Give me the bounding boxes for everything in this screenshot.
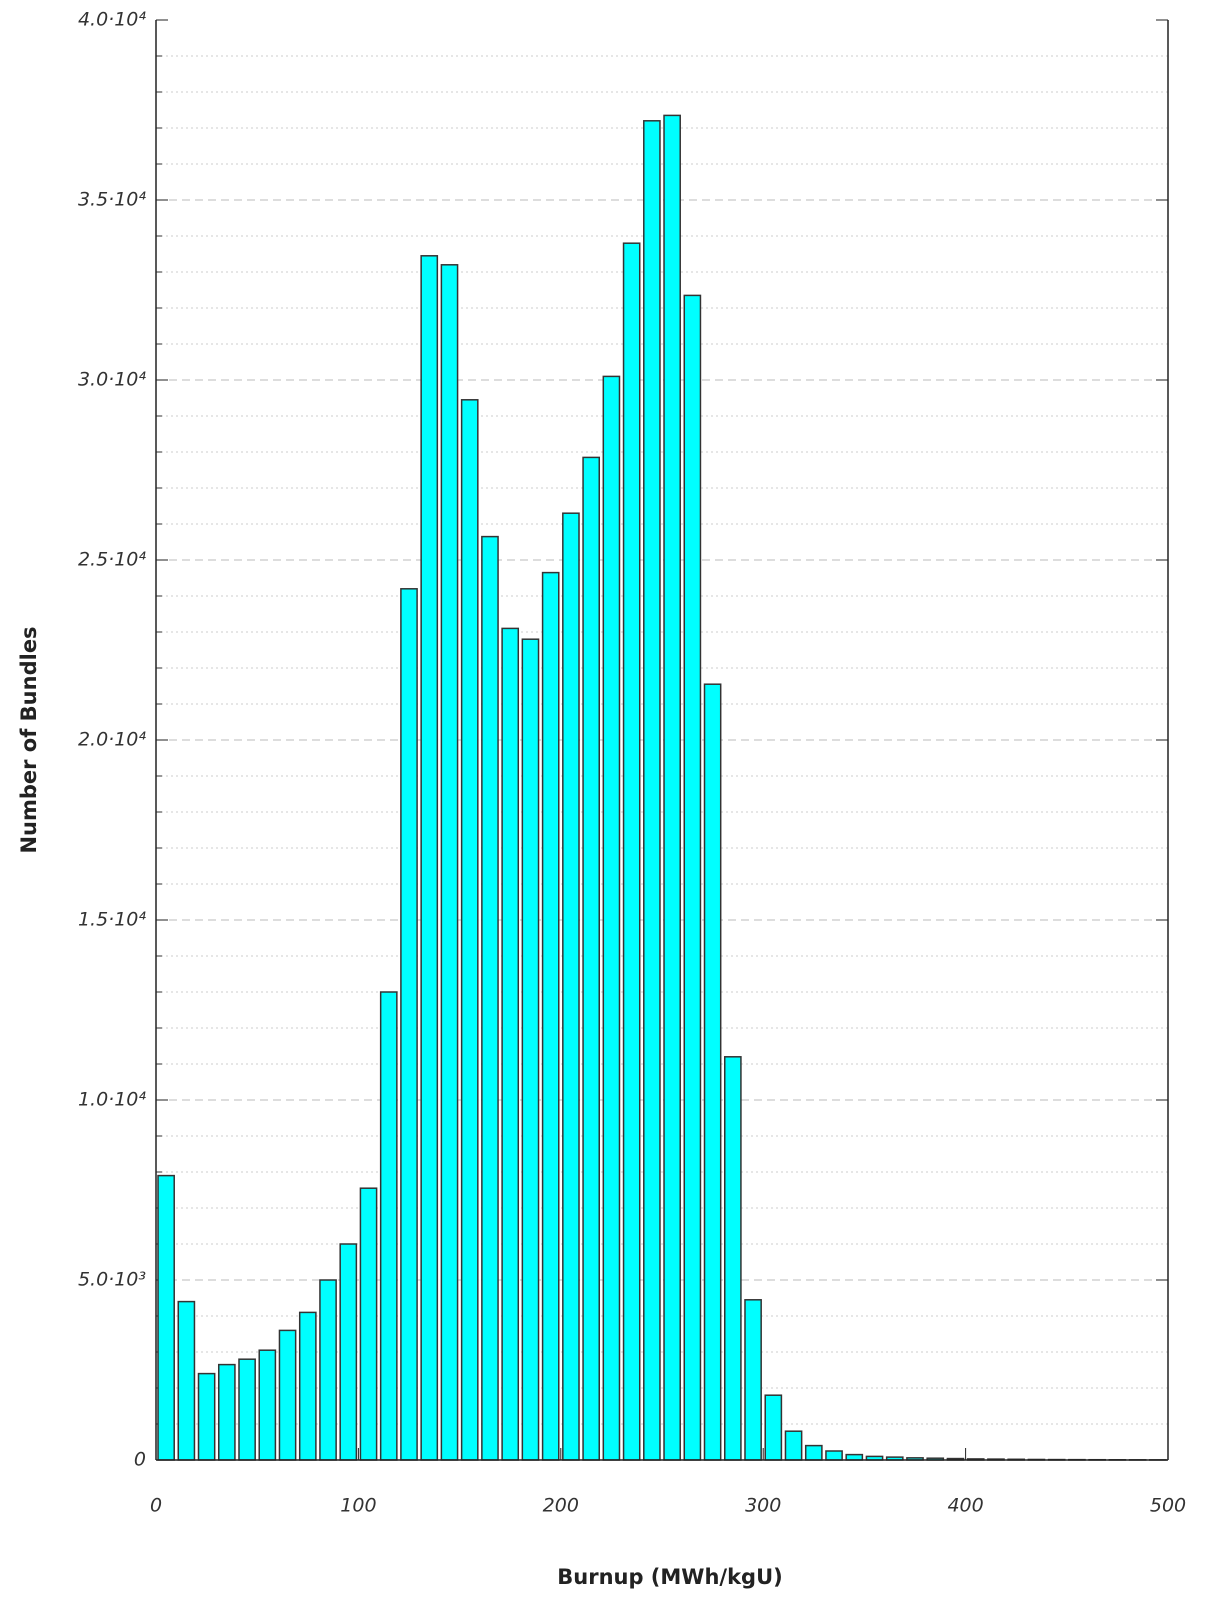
y-tick-label: 5.0·10³ [78, 1269, 146, 1291]
y-tick-label: 2.5·10⁴ [78, 549, 146, 571]
bar [298, 1311, 317, 1461]
bar [339, 1243, 358, 1461]
bar [804, 1444, 823, 1461]
y-tick-label: 3.0·10⁴ [78, 369, 146, 391]
bar [157, 1174, 175, 1461]
bar [501, 627, 520, 1461]
y-tick-label: 1.5·10⁴ [78, 909, 146, 931]
bar [643, 120, 661, 1461]
bar [440, 264, 459, 1461]
y-tick-label: 1.0·10⁴ [78, 1089, 146, 1111]
bar [744, 1299, 762, 1461]
bar [278, 1329, 297, 1461]
bar [845, 1453, 864, 1461]
bar [420, 255, 439, 1461]
y-axis-label: Number of Bundles [17, 626, 41, 853]
bar [217, 1363, 236, 1461]
bar [359, 1187, 378, 1461]
x-tick-label: 500 [1150, 1495, 1186, 1517]
bar [541, 571, 560, 1461]
x-tick-label: 400 [947, 1495, 983, 1517]
bar [521, 638, 540, 1461]
bar [582, 456, 601, 1461]
bar [622, 242, 641, 1461]
y-tick-label: 3.5·10⁴ [78, 189, 146, 211]
bar [400, 588, 418, 1461]
bar [825, 1450, 843, 1461]
bar [258, 1349, 277, 1461]
bar [663, 114, 681, 1461]
y-tick-label: 0 [134, 1449, 146, 1471]
bar [460, 399, 479, 1461]
bar [683, 294, 702, 1461]
bar [602, 375, 621, 1461]
bar [784, 1430, 803, 1461]
bar [177, 1300, 196, 1461]
bar [197, 1372, 216, 1461]
bar [238, 1358, 256, 1461]
bar [319, 1279, 337, 1461]
x-tick-label: 0 [150, 1495, 162, 1517]
x-tick-label: 300 [745, 1495, 781, 1517]
x-tick-label: 200 [543, 1495, 579, 1517]
bar [379, 991, 398, 1461]
x-tick-label: 100 [340, 1495, 376, 1517]
bar [723, 1056, 742, 1461]
x-axis-label: Burnup (MWh/kgU) [557, 1565, 782, 1589]
bar [481, 535, 499, 1461]
bar [703, 683, 722, 1461]
y-tick-label: 4.0·10⁴ [78, 9, 146, 31]
bar [562, 512, 580, 1461]
bar [764, 1394, 783, 1461]
y-tick-label: 2.0·10⁴ [78, 729, 146, 751]
